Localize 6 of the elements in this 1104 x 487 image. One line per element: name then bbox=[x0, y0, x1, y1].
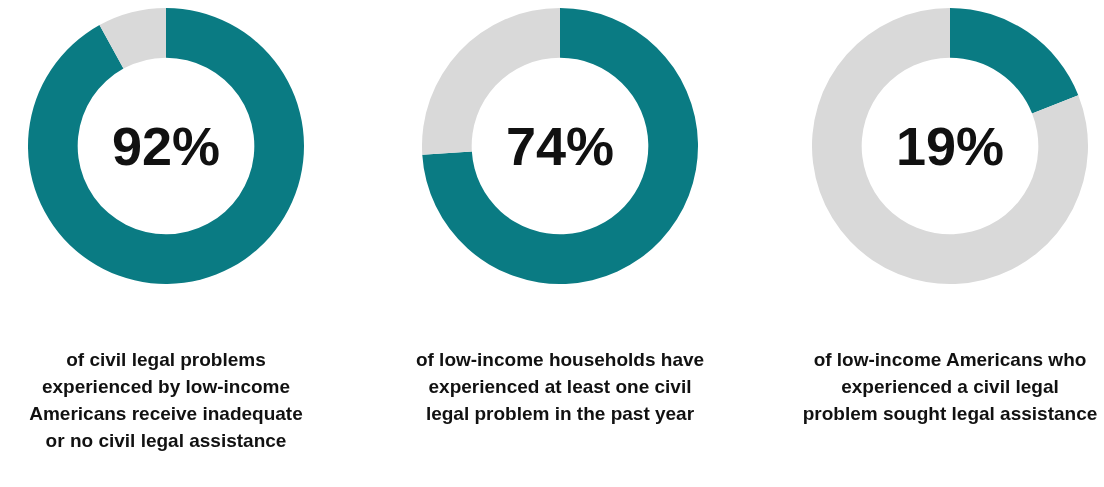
text: of civil legal problems experienced by low-income Americans receive inadequate or no civil legal assistance bbox=[28, 348, 304, 453]
text: 19% bbox=[895, 116, 1005, 176]
text: 74% bbox=[505, 116, 615, 176]
text: 92% bbox=[111, 116, 221, 176]
text: of low-income households have experienced at least one civil legal problem in the past year bbox=[414, 348, 706, 426]
text: of low-income Americans who experienced a civil legal problem sought legal assistance bbox=[802, 348, 1098, 426]
